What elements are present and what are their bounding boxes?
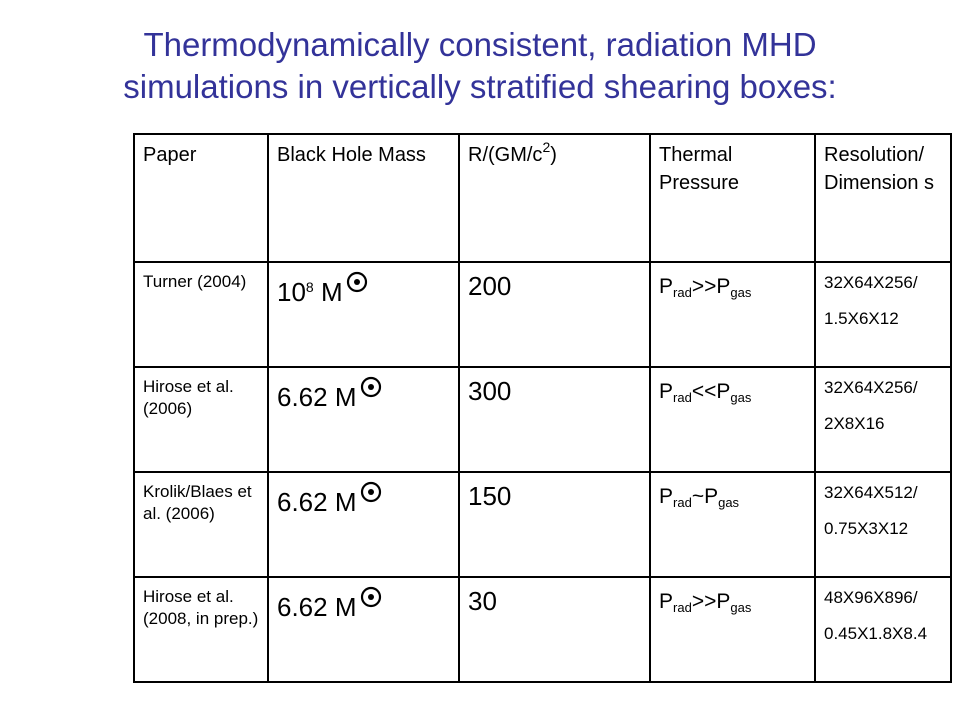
p-left: P	[659, 275, 674, 298]
cell-pressure: Prad>>Pgas	[649, 576, 816, 683]
mass-coef: 6.62 M	[277, 592, 357, 622]
p-op: <<P	[691, 380, 731, 403]
sun-icon	[360, 376, 381, 398]
p-left-sub: rad	[673, 600, 692, 615]
table-row: Turner (2004) 108 M 200 Prad>>Pgas 32X64…	[133, 261, 952, 368]
res-line-2: 2X8X16	[824, 414, 885, 433]
p-op: >>P	[691, 590, 731, 613]
p-left-sub: rad	[673, 390, 692, 405]
header-resolution: Resolution/ Dimension s	[814, 133, 952, 263]
slide-title: Thermodynamically consistent, radiation …	[0, 24, 960, 108]
cell-radius: 300	[458, 366, 651, 473]
cell-mass: 6.62 M	[267, 576, 460, 683]
p-left: P	[659, 590, 674, 613]
mass-coef: 6.62 M	[277, 382, 357, 412]
header-pressure: Thermal Pressure	[649, 133, 816, 263]
cell-resolution: 48X96X896/0.45X1.8X8.4	[814, 576, 952, 683]
cell-mass: 6.62 M	[267, 366, 460, 473]
cell-radius: 30	[458, 576, 651, 683]
header-radius-suffix: )	[550, 144, 557, 166]
cell-pressure: Prad~Pgas	[649, 471, 816, 578]
p-left-sub: rad	[673, 285, 692, 300]
mass-coef: 6.62 M	[277, 487, 357, 517]
res-line-1: 32X64X256/	[824, 378, 918, 397]
p-right-sub: gas	[730, 600, 752, 615]
table-row: Hirose et al. (2006) 6.62 M 300 Prad<<Pg…	[133, 366, 952, 473]
res-line-2: 0.45X1.8X8.4	[824, 624, 928, 643]
cell-paper: Turner (2004)	[133, 261, 269, 368]
cell-radius: 150	[458, 471, 651, 578]
sun-icon	[346, 271, 367, 293]
cell-pressure: Prad>>Pgas	[649, 261, 816, 368]
res-line-1: 32X64X512/	[824, 483, 918, 502]
header-paper: Paper	[133, 133, 269, 263]
sun-icon	[360, 481, 381, 503]
mass-exp: 8	[305, 279, 314, 295]
table-row: Krolik/Blaes et al. (2006) 6.62 M 150 Pr…	[133, 471, 952, 578]
res-line-2: 0.75X3X12	[824, 519, 909, 538]
mass-coef: 10	[277, 277, 306, 307]
header-radius: R/(GM/c2)	[458, 133, 651, 263]
p-right-sub: gas	[718, 495, 740, 510]
p-right-sub: gas	[730, 390, 752, 405]
p-left-sub: rad	[673, 495, 692, 510]
header-radius-prefix: R/(GM/c	[468, 144, 543, 166]
sun-icon	[360, 586, 381, 608]
cell-paper: Hirose et al. (2006)	[133, 366, 269, 473]
p-op: ~P	[691, 485, 719, 508]
p-left: P	[659, 380, 674, 403]
header-mass: Black Hole Mass	[267, 133, 460, 263]
title-line-1: Thermodynamically consistent, radiation …	[143, 26, 817, 63]
res-line-1: 48X96X896/	[824, 588, 918, 607]
cell-paper: Hirose et al. (2008, in prep.)	[133, 576, 269, 683]
cell-mass: 6.62 M	[267, 471, 460, 578]
cell-resolution: 32X64X512/0.75X3X12	[814, 471, 952, 578]
res-line-1: 32X64X256/	[824, 273, 918, 292]
p-left: P	[659, 485, 674, 508]
res-line-2: 1.5X6X12	[824, 309, 899, 328]
cell-resolution: 32X64X256/1.5X6X12	[814, 261, 952, 368]
mass-unit: M	[320, 277, 343, 307]
cell-paper: Krolik/Blaes et al. (2006)	[133, 471, 269, 578]
header-radius-sup: 2	[542, 139, 551, 155]
table-row: Hirose et al. (2008, in prep.) 6.62 M 30…	[133, 576, 952, 683]
title-line-2: simulations in vertically stratified she…	[123, 68, 837, 105]
cell-resolution: 32X64X256/2X8X16	[814, 366, 952, 473]
table-header-row: Paper Black Hole Mass R/(GM/c2) Thermal …	[133, 133, 952, 263]
cell-pressure: Prad<<Pgas	[649, 366, 816, 473]
simulation-table: Paper Black Hole Mass R/(GM/c2) Thermal …	[133, 133, 952, 683]
p-op: >>P	[691, 275, 731, 298]
p-right-sub: gas	[730, 285, 752, 300]
cell-radius: 200	[458, 261, 651, 368]
cell-mass: 108 M	[267, 261, 460, 368]
